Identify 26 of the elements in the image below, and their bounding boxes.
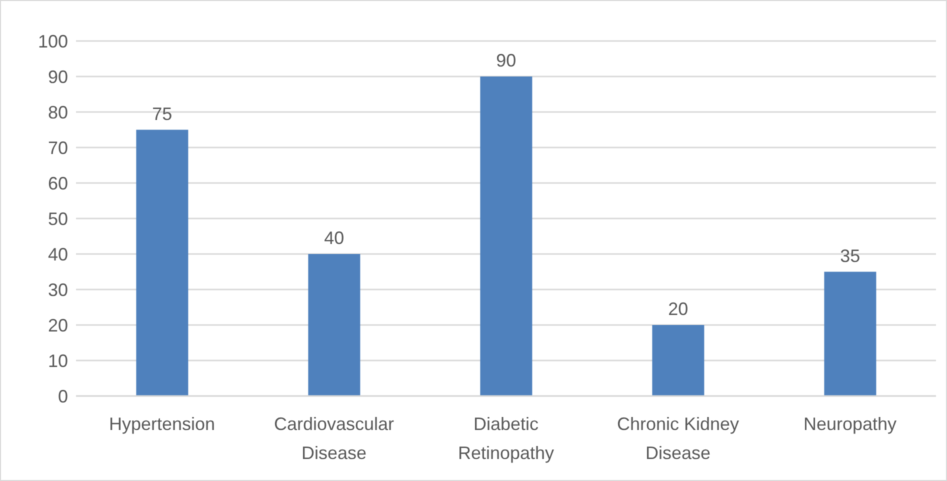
bar [824,272,876,396]
y-tick-label: 90 [48,66,68,87]
data-label: 40 [324,228,344,248]
x-tick-label: Diabetic Retinopathy [458,414,554,463]
y-tick-label: 0 [58,386,68,406]
y-tick-label: 70 [48,138,68,158]
x-tick-label: Chronic Kidney Disease [616,414,740,463]
y-tick-label: 80 [48,102,68,122]
x-tick-label: Hypertension [108,414,216,434]
y-tick-label: 100 [38,31,68,52]
bar [136,130,188,396]
bar [480,76,532,396]
bar [308,254,360,396]
y-tick-label: 30 [48,280,68,300]
y-tick-label: 40 [48,244,68,264]
bar [652,325,704,396]
y-tick-label: 20 [48,315,68,336]
data-label: 90 [496,50,516,70]
data-label: 75 [152,104,172,124]
y-tick-label: 60 [48,173,68,194]
x-tick-label: Neuropathy [803,414,897,434]
data-label: 20 [668,299,688,319]
x-tick-label: Cardiovascular Disease [274,414,394,463]
y-tick-label: 50 [48,208,68,229]
data-label: 35 [840,246,860,266]
y-tick-label: 10 [48,350,68,371]
